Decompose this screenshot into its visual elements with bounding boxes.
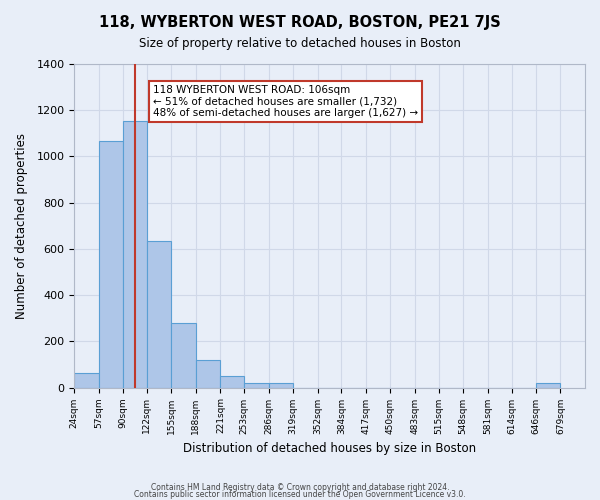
Text: Size of property relative to detached houses in Boston: Size of property relative to detached ho… — [139, 38, 461, 51]
Text: Contains HM Land Registry data © Crown copyright and database right 2024.: Contains HM Land Registry data © Crown c… — [151, 484, 449, 492]
Bar — [123, 120, 147, 388]
Bar — [172, 323, 196, 388]
Text: 118, WYBERTON WEST ROAD, BOSTON, PE21 7JS: 118, WYBERTON WEST ROAD, BOSTON, PE21 7J… — [99, 15, 501, 30]
Bar — [98, 140, 123, 388]
Bar — [74, 372, 98, 388]
Text: Contains public sector information licensed under the Open Government Licence v3: Contains public sector information licen… — [134, 490, 466, 499]
Bar — [220, 376, 244, 388]
Text: 118 WYBERTON WEST ROAD: 106sqm
← 51% of detached houses are smaller (1,732)
48% : 118 WYBERTON WEST ROAD: 106sqm ← 51% of … — [153, 85, 418, 118]
Bar — [147, 241, 172, 388]
Bar — [269, 383, 293, 388]
Bar — [536, 383, 560, 388]
Y-axis label: Number of detached properties: Number of detached properties — [15, 133, 28, 319]
Bar — [196, 360, 220, 388]
Bar — [244, 383, 269, 388]
X-axis label: Distribution of detached houses by size in Boston: Distribution of detached houses by size … — [183, 442, 476, 455]
